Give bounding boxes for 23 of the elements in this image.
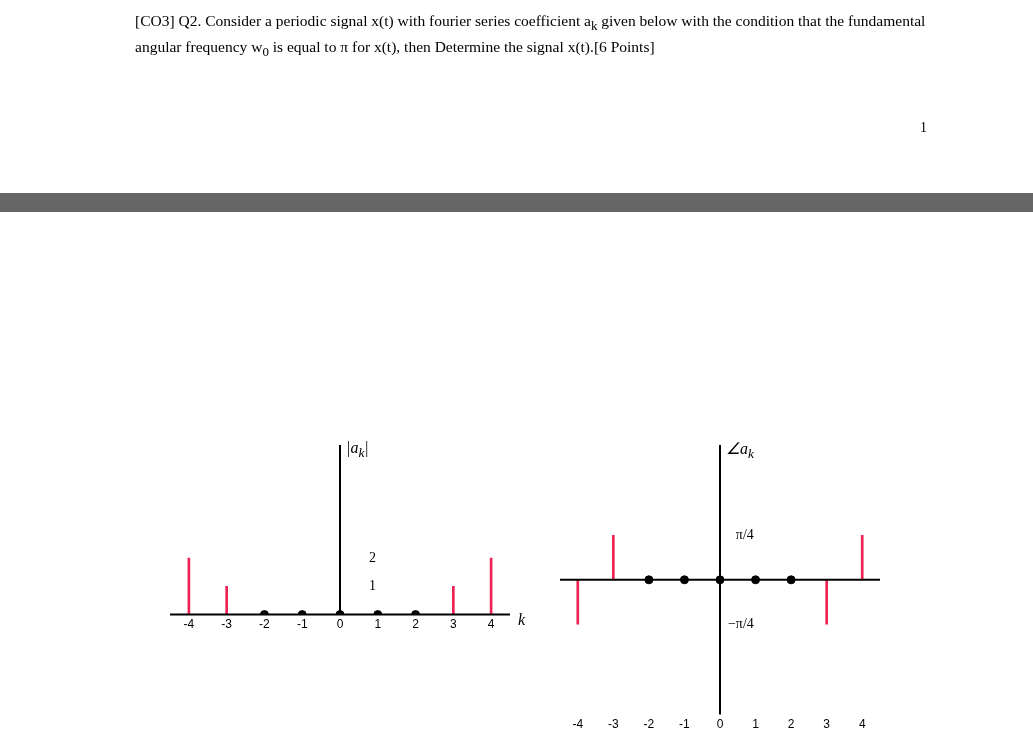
x-tick-label: 2: [412, 617, 420, 632]
x-tick-label: -2: [643, 717, 655, 732]
x-tick-label: -1: [296, 617, 308, 632]
text: 1: [920, 120, 927, 136]
x-tick-label: -4: [572, 717, 584, 732]
x-tick-label: 3: [449, 617, 457, 632]
x-tick-label: 4: [858, 717, 866, 732]
x-tick-label: -1: [679, 717, 691, 732]
x-tick-label: 4: [487, 617, 495, 632]
y-tick-label: π/4: [735, 527, 754, 543]
x-tick-label: 2: [787, 717, 795, 732]
chart-title: [CO3] Q2. Consider a periodic signal x(t) with fourier series coefficient a$_{k}$ given below with the condition that the fundamental angular frequency w$_{0}$ is equal to π for x(t), then Determine the signal x(t).[6 Points]: [135, 12, 926, 60]
y-axis-title: ∠a$_{k}$: [726, 439, 754, 463]
x-axis-title: k: [518, 610, 526, 629]
x-tick-label: -2: [259, 617, 271, 632]
y-axis-title: |a$_{k}$|: [346, 439, 369, 462]
x-tick-label: 0: [336, 617, 344, 632]
y-tick-label: −π/4: [727, 615, 754, 631]
x-tick-label: -4: [183, 617, 195, 632]
x-tick-label: -3: [608, 717, 619, 732]
x-tick-label: 0: [716, 717, 724, 732]
x-tick-label: -3: [221, 617, 233, 632]
x-tick-label: 3: [823, 717, 831, 732]
